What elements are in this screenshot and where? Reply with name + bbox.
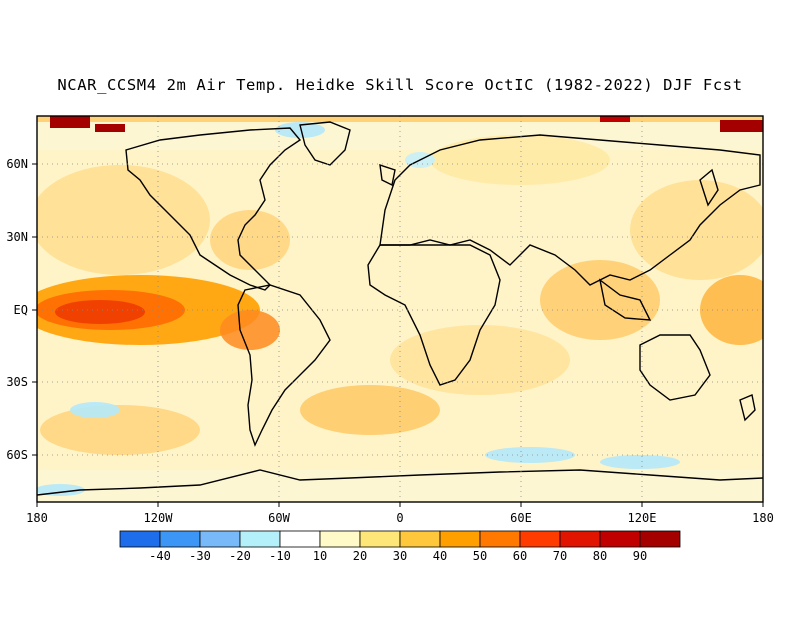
southern-ocean-negative bbox=[485, 447, 575, 463]
colorbar-label: 30 bbox=[393, 549, 407, 563]
lon-label-180w: 180 bbox=[26, 511, 48, 525]
colorbar-swatch bbox=[399, 530, 441, 548]
colorbar-swatch bbox=[519, 530, 561, 548]
colorbar-swatch bbox=[639, 530, 681, 548]
lon-axis-labels: 180 120W 60W 0 60E 120E 180 bbox=[26, 511, 774, 525]
lon-label-0: 0 bbox=[396, 511, 403, 525]
coastlines bbox=[37, 121, 763, 496]
colorbar-swatch bbox=[239, 530, 281, 548]
lat-label-30n: 30N bbox=[6, 230, 28, 244]
colorbar-label: 90 bbox=[633, 549, 647, 563]
colorbar-label: 80 bbox=[593, 549, 607, 563]
colorbar-swatch bbox=[479, 530, 521, 548]
colorbar-label: 70 bbox=[553, 549, 567, 563]
colorbar-label: 10 bbox=[313, 549, 327, 563]
colorbar-label: -40 bbox=[149, 549, 171, 563]
lat-label-30s: 30S bbox=[6, 375, 28, 389]
lon-label-60w: 60W bbox=[268, 511, 290, 525]
gridlines bbox=[37, 116, 763, 502]
colorbar-swatch bbox=[359, 530, 401, 548]
colorbar-swatch bbox=[279, 530, 321, 548]
lon-label-120w: 120W bbox=[144, 511, 174, 525]
colorbar-label: -30 bbox=[189, 549, 211, 563]
map-title: NCAR_CCSM4 2m Air Temp. Heidke Skill Sco… bbox=[57, 76, 743, 94]
colorbar-swatch bbox=[119, 530, 161, 548]
colorbar-swatch bbox=[559, 530, 601, 548]
lat-label-eq: EQ bbox=[14, 303, 28, 317]
colorbar-label: -10 bbox=[269, 549, 291, 563]
lat-axis-labels: 60N 30N EQ 30S 60S bbox=[6, 157, 28, 462]
colorbar-swatch bbox=[599, 530, 641, 548]
colorbar-label: -20 bbox=[229, 549, 251, 563]
colorbar-swatch bbox=[159, 530, 201, 548]
colorbar-label: 60 bbox=[513, 549, 527, 563]
lon-label-120e: 120E bbox=[628, 511, 657, 525]
colorbar-label: 50 bbox=[473, 549, 487, 563]
arctic-high-skill bbox=[50, 116, 90, 128]
colorbar-swatch bbox=[199, 530, 241, 548]
colorbar bbox=[119, 530, 681, 548]
lon-label-60e: 60E bbox=[510, 511, 532, 525]
lon-label-180e: 180 bbox=[752, 511, 774, 525]
tick-marks bbox=[32, 163, 764, 507]
colorbar-label: 20 bbox=[353, 549, 367, 563]
colorbar-label: 40 bbox=[433, 549, 447, 563]
lat-label-60s: 60S bbox=[6, 448, 28, 462]
colorbar-swatch bbox=[319, 530, 361, 548]
colorbar-swatch bbox=[439, 530, 481, 548]
lat-label-60n: 60N bbox=[6, 157, 28, 171]
colorbar-labels: -40 -30 -20 -10 10 20 30 40 50 60 70 80 … bbox=[149, 549, 647, 563]
skill-field bbox=[37, 116, 763, 502]
